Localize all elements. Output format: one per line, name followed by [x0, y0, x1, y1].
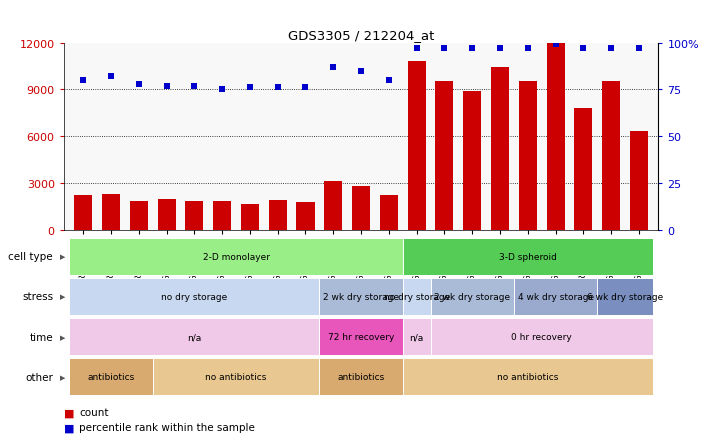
Point [133, 81, 144, 88]
Text: no antibiotics: no antibiotics [205, 372, 267, 381]
Bar [519, 82, 537, 230]
Text: ▶: ▶ [60, 334, 66, 340]
Point [605, 46, 617, 53]
Point [188, 83, 200, 90]
Point [523, 46, 534, 53]
Bar [603, 82, 620, 230]
Bar [435, 82, 454, 230]
Point [411, 46, 423, 53]
Text: stress: stress [22, 292, 53, 302]
Point [217, 87, 228, 94]
Text: no antibiotics: no antibiotics [497, 372, 559, 381]
Text: time: time [30, 332, 53, 342]
Point [272, 85, 283, 92]
Text: percentile rank within the sample: percentile rank within the sample [79, 423, 255, 432]
Text: no dry storage: no dry storage [161, 292, 227, 301]
Text: cell type: cell type [8, 252, 53, 262]
Bar [185, 201, 203, 230]
Text: 2-D monolayer: 2-D monolayer [202, 252, 270, 261]
Text: count: count [79, 408, 109, 417]
Text: other: other [25, 372, 53, 382]
Bar [352, 187, 370, 230]
Text: ▶: ▶ [60, 374, 66, 380]
Text: ■: ■ [64, 408, 74, 417]
Bar [213, 201, 231, 230]
Text: 0 hr recovery: 0 hr recovery [511, 332, 572, 342]
Bar [241, 204, 259, 230]
Text: 72 hr recovery: 72 hr recovery [328, 332, 394, 342]
Bar [491, 68, 509, 230]
Point [105, 73, 117, 80]
Bar [574, 109, 593, 230]
Point [494, 46, 506, 53]
Point [161, 83, 172, 90]
Point [439, 46, 450, 53]
Point [467, 46, 478, 53]
Point [634, 46, 645, 53]
Bar [157, 200, 176, 230]
Bar [130, 201, 148, 230]
Text: 2 wk dry storage: 2 wk dry storage [434, 292, 510, 301]
Bar [74, 196, 92, 230]
Text: 3-D spheroid: 3-D spheroid [499, 252, 556, 261]
Bar [268, 201, 287, 230]
Text: n/a: n/a [187, 332, 202, 342]
Point [77, 77, 88, 84]
Title: GDS3305 / 212204_at: GDS3305 / 212204_at [288, 29, 434, 42]
Text: antibiotics: antibiotics [87, 372, 135, 381]
Text: 2 wk dry storage: 2 wk dry storage [323, 292, 399, 301]
Bar [463, 92, 481, 230]
Text: no dry storage: no dry storage [384, 292, 450, 301]
Point [355, 68, 367, 75]
Text: ▶: ▶ [60, 253, 66, 260]
Bar [547, 43, 565, 230]
Bar [379, 196, 398, 230]
Text: 6 wk dry storage: 6 wk dry storage [587, 292, 663, 301]
Text: 4 wk dry storage: 4 wk dry storage [518, 292, 594, 301]
Text: n/a: n/a [409, 332, 424, 342]
Text: ▶: ▶ [60, 294, 66, 300]
Point [328, 64, 339, 71]
Bar [324, 182, 343, 230]
Bar [102, 194, 120, 230]
Bar [630, 132, 648, 230]
Point [299, 85, 311, 92]
Bar [297, 203, 314, 230]
Bar [408, 62, 426, 230]
Point [550, 42, 561, 49]
Point [578, 46, 589, 53]
Text: ■: ■ [64, 423, 74, 432]
Point [383, 77, 394, 84]
Text: antibiotics: antibiotics [338, 372, 384, 381]
Point [244, 85, 256, 92]
